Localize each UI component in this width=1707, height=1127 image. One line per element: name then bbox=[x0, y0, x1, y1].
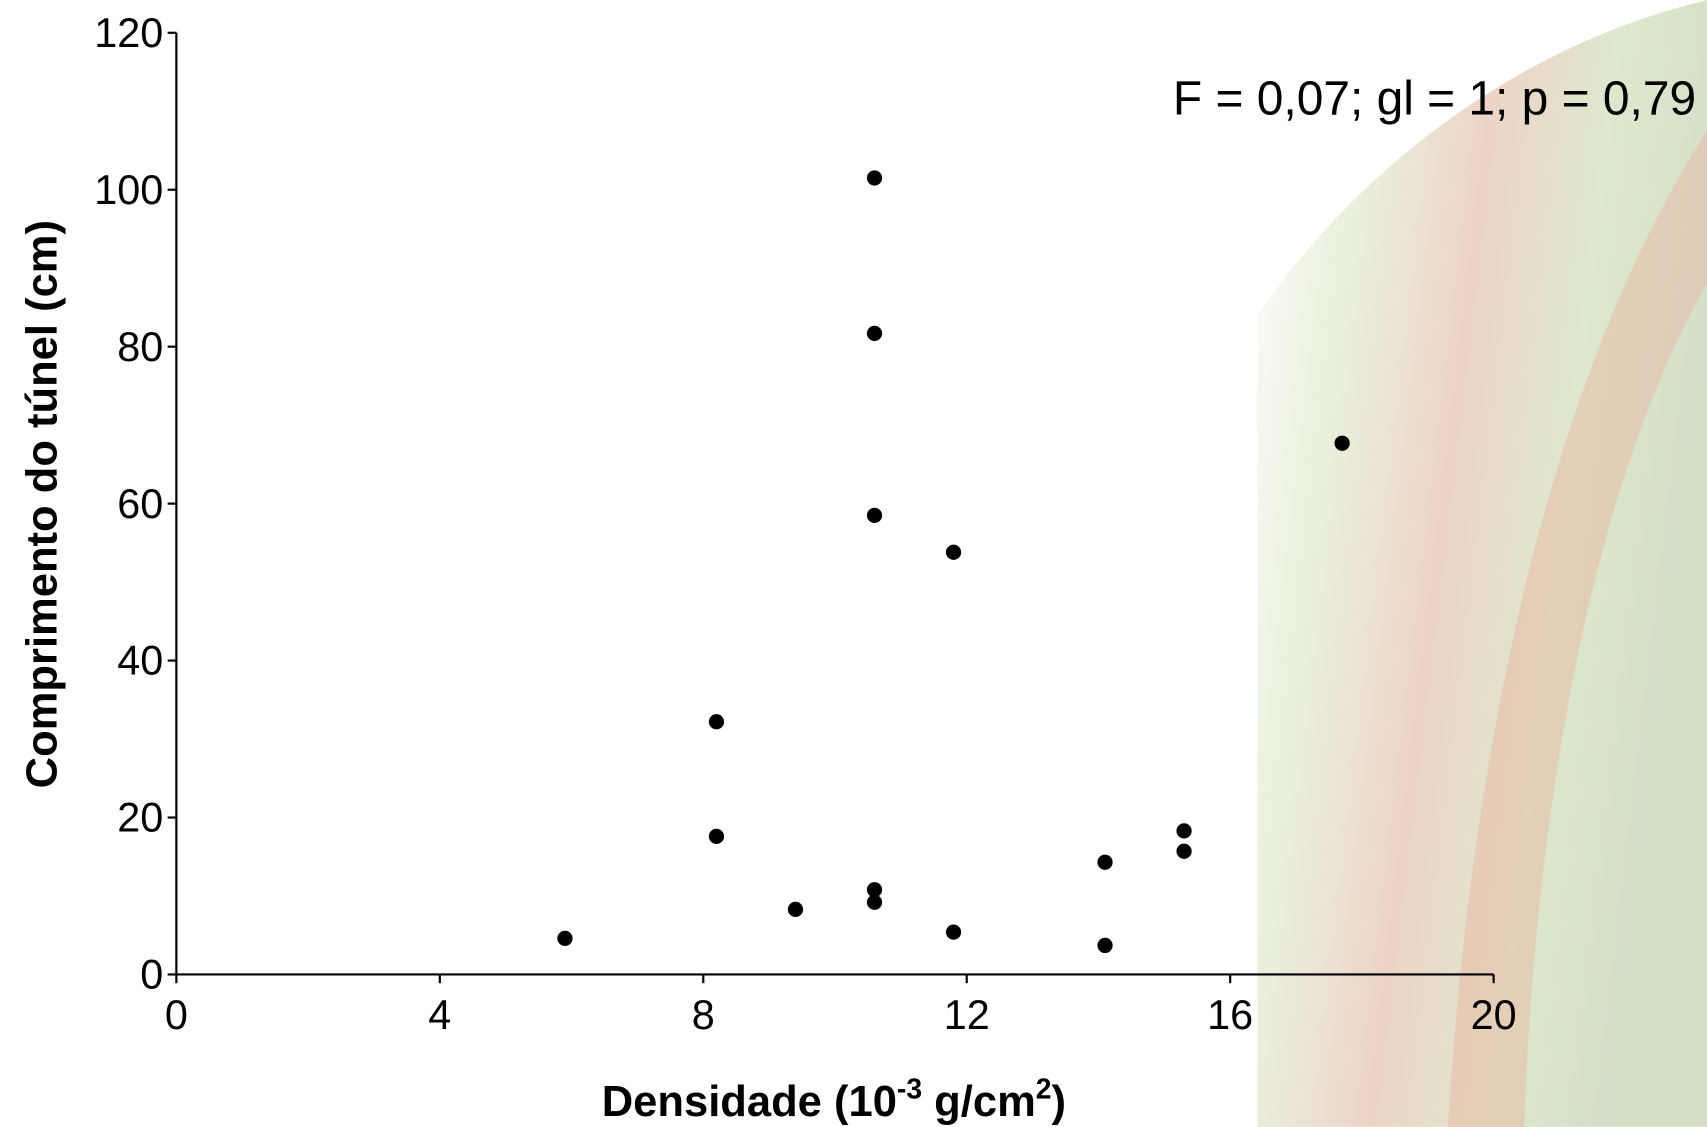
point bbox=[1176, 843, 1192, 859]
background-leaf-vein bbox=[1447, 130, 1707, 1127]
annotation: F = 0,07; gl = 1; p = 0,79 bbox=[1173, 72, 1696, 125]
point bbox=[1334, 435, 1350, 451]
background-leaf bbox=[1257, 0, 1707, 1127]
y-tick-label: 40 bbox=[117, 638, 163, 684]
point bbox=[945, 544, 962, 560]
y-tick-label: 0 bbox=[140, 952, 163, 998]
point bbox=[557, 930, 573, 946]
x-axis-title-part: Densidade (10 bbox=[602, 1078, 897, 1126]
x-tick-label: 20 bbox=[1471, 992, 1517, 1038]
point bbox=[708, 714, 725, 730]
point bbox=[1097, 854, 1113, 870]
x-axis-title-part: g/cm bbox=[922, 1078, 1036, 1126]
x-tick-label: 8 bbox=[692, 992, 715, 1038]
point bbox=[708, 828, 725, 844]
point bbox=[866, 325, 883, 341]
point bbox=[1176, 823, 1192, 839]
x-axis-title-part: ) bbox=[1052, 1078, 1067, 1126]
plot-area: 0 4 8 12 16 20 0 20 40 60 80 100 120 bbox=[94, 10, 1516, 1038]
point bbox=[1097, 937, 1113, 954]
y-tick-label: 100 bbox=[94, 167, 163, 213]
x-tick-label: 12 bbox=[944, 992, 990, 1038]
y-tick-label: 20 bbox=[117, 795, 163, 841]
y-tick-label: 80 bbox=[117, 324, 163, 370]
y-tick-label: 60 bbox=[117, 481, 163, 527]
point bbox=[866, 170, 883, 186]
x-axis-title-sup: 2 bbox=[1036, 1073, 1052, 1105]
y-tick-label: 120 bbox=[94, 10, 163, 56]
point bbox=[787, 901, 804, 917]
point bbox=[866, 507, 883, 524]
x-axis-title: Densidade (10-3 g/cm2) bbox=[602, 1073, 1066, 1126]
point bbox=[866, 882, 883, 898]
y-axis-title: Comprimento do túnel (cm) bbox=[19, 220, 67, 788]
point bbox=[866, 894, 883, 910]
x-tick-label: 0 bbox=[165, 992, 188, 1038]
point bbox=[945, 924, 962, 940]
x-axis-title-sup: -3 bbox=[897, 1073, 922, 1105]
x-tick-label: 4 bbox=[428, 992, 451, 1038]
x-tick-label: 16 bbox=[1207, 992, 1253, 1038]
